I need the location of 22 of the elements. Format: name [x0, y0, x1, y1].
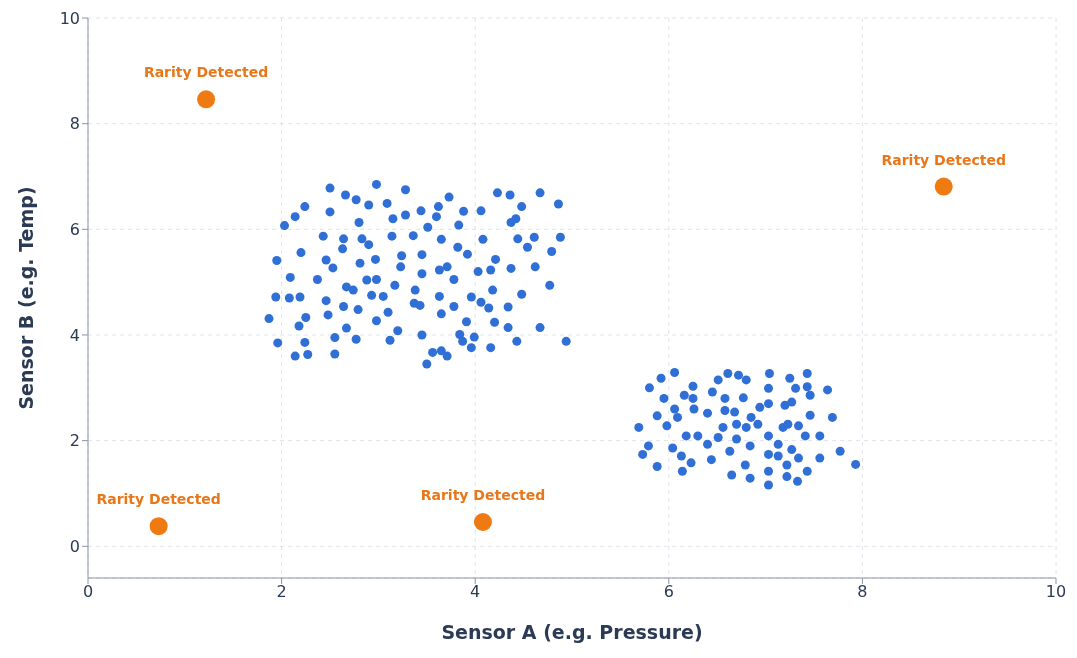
x-tick-label: 2	[276, 582, 287, 602]
y-tick-label: 0	[69, 536, 80, 556]
x-tick-label: 4	[470, 582, 481, 602]
point	[473, 513, 492, 531]
annotation: Rarity Detected	[881, 151, 1006, 168]
x-axis-title: Sensor A (e.g. Pressure)	[441, 621, 703, 644]
x-tick-label: 8	[857, 582, 868, 602]
point	[197, 90, 216, 109]
annotation: Rarity Detected	[420, 487, 546, 503]
y-tick-label: 6	[69, 220, 80, 239]
y-tick-label: 2	[69, 431, 80, 451]
x-tick-label: 0	[82, 582, 94, 602]
x-tick-label: 6	[663, 582, 674, 602]
annotation: Rarity Detected	[143, 64, 269, 81]
point	[934, 177, 953, 196]
x-tick-label: 10	[1045, 582, 1067, 602]
y-tick-label: 8	[69, 114, 80, 134]
y-tick-label: 4	[69, 325, 80, 345]
y-tick-label: 10	[59, 8, 80, 28]
annotation: Rarity Detected	[96, 491, 221, 508]
point	[149, 517, 168, 536]
y-axis-title: Sensor B (e.g. Temp)	[14, 186, 37, 410]
